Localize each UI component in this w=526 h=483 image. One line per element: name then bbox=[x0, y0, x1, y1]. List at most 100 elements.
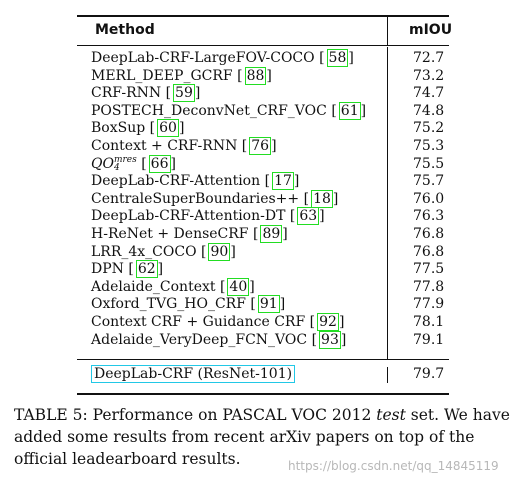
method-name: Context + CRF-RNN bbox=[91, 138, 238, 154]
citation-link[interactable]: 91 bbox=[257, 295, 280, 314]
method-cell: Oxford_TVG_HO_CRF [91] bbox=[91, 295, 286, 314]
table-row-final: DeepLab-CRF (ResNet-101) 79.7 bbox=[77, 365, 449, 384]
caption-italic: test bbox=[376, 406, 406, 424]
caption-part1: TABLE 5: Performance on PASCAL VOC 2012 bbox=[14, 406, 377, 424]
miou-value: 75.5 bbox=[413, 155, 445, 172]
watermark: https://blog.csdn.net/qq_14845119 bbox=[288, 459, 499, 473]
table-row: MERL_DEEP_GCRF [88] 73.2 bbox=[77, 66, 449, 86]
method-cell: Adelaide_VeryDeep_FCN_VOC [93] bbox=[91, 330, 347, 349]
table-row: Adelaide_Context [40] 77.8 bbox=[77, 277, 449, 297]
method-cell: QO mres 4 [66] bbox=[91, 154, 176, 173]
table-row: Context + CRF-RNN [76] 75.3 bbox=[77, 137, 449, 156]
method-cell: DPN [62] bbox=[91, 260, 164, 279]
citation-link[interactable]: 76 bbox=[249, 137, 272, 155]
table-row: CentraleSuperBoundaries++ [18] 76.0 bbox=[77, 189, 449, 209]
citation-link[interactable]: 88 bbox=[244, 66, 267, 85]
citation-link[interactable]: 93 bbox=[319, 330, 341, 349]
method-cell: BoxSup [60] bbox=[91, 119, 185, 138]
method-name: H-ReNet + DenseCRF bbox=[91, 226, 249, 242]
table-row: DeepLab-CRF-Attention [17] 75.7 bbox=[77, 172, 449, 191]
citation-link[interactable]: 63 bbox=[297, 207, 320, 226]
miou-value: 76.0 bbox=[413, 190, 445, 207]
citation-link[interactable]: 18 bbox=[311, 189, 333, 208]
table-top-rule bbox=[77, 15, 449, 17]
miou-value: 77.9 bbox=[413, 296, 445, 313]
miou-value: 75.3 bbox=[413, 138, 445, 154]
header-method: Method bbox=[95, 22, 155, 38]
method-cell: DeepLab-CRF-Attention [17] bbox=[91, 172, 300, 191]
miou-value: 76.8 bbox=[413, 243, 445, 260]
citation-link[interactable]: 17 bbox=[272, 172, 294, 191]
table-caption: TABLE 5: Performance on PASCAL VOC 2012 … bbox=[14, 404, 514, 470]
miou-value: 79.1 bbox=[413, 331, 445, 348]
method-cell: MERL_DEEP_GCRF [88] bbox=[91, 66, 272, 85]
table-row: BoxSup [60] 75.2 bbox=[77, 119, 449, 138]
table-row: DPN [62] 77.5 bbox=[77, 260, 449, 279]
method-name: Oxford_TVG_HO_CRF bbox=[91, 296, 246, 313]
final-method: DeepLab-CRF (ResNet-101) bbox=[91, 365, 296, 383]
citation-link[interactable]: 60 bbox=[157, 119, 179, 138]
method-cell: CentraleSuperBoundaries++ [18] bbox=[91, 189, 339, 208]
header-miou: mIOU bbox=[409, 22, 453, 38]
method-cell: Context + CRF-RNN [76] bbox=[91, 137, 277, 155]
miou-value: 73.2 bbox=[413, 67, 445, 84]
miou-value: 77.5 bbox=[413, 261, 445, 278]
column-separator bbox=[387, 47, 388, 359]
miou-value: 72.7 bbox=[413, 50, 445, 66]
miou-value: 74.8 bbox=[413, 102, 445, 119]
method-name: DeepLab-CRF-Attention-DT bbox=[91, 208, 286, 225]
method-name: MERL_DEEP_GCRF bbox=[91, 67, 233, 84]
table-row: CRF-RNN [59] 74.7 bbox=[77, 84, 449, 103]
final-miou: 79.7 bbox=[413, 366, 445, 382]
method-name: CentraleSuperBoundaries++ bbox=[91, 190, 300, 207]
method-cell: Adelaide_Context [40] bbox=[91, 277, 255, 296]
method-name: CRF-RNN bbox=[91, 85, 162, 102]
table-row: DeepLab-CRF-Attention-DT [63] 76.3 bbox=[77, 207, 449, 226]
method-cell: CRF-RNN [59] bbox=[91, 84, 201, 103]
method-name: QO bbox=[91, 155, 114, 172]
citation-link[interactable]: 62 bbox=[135, 260, 158, 279]
column-separator bbox=[387, 367, 388, 383]
table-row: Context CRF + Guidance CRF [92] 78.1 bbox=[77, 313, 449, 332]
method-cell: POSTECH_DeconvNet_CRF_VOC [61] bbox=[91, 101, 367, 120]
mid-rule bbox=[77, 359, 449, 360]
method-name: DeepLab-CRF-Attention bbox=[91, 173, 261, 190]
table-row: LRR_4x_COCO [90] 76.8 bbox=[77, 242, 449, 262]
table-row: POSTECH_DeconvNet_CRF_VOC [61] 74.8 bbox=[77, 101, 449, 121]
miou-value: 78.1 bbox=[413, 314, 445, 330]
miou-value: 75.7 bbox=[413, 173, 445, 190]
method-name: POSTECH_DeconvNet_CRF_VOC bbox=[91, 102, 327, 119]
method-subscript: 4 bbox=[113, 162, 120, 173]
citation-link[interactable]: 58 bbox=[326, 49, 349, 67]
citation-link[interactable]: 92 bbox=[317, 313, 339, 331]
header-rule bbox=[77, 45, 449, 46]
table-row: H-ReNet + DenseCRF [89] 76.8 bbox=[77, 225, 449, 244]
citation-link[interactable]: 66 bbox=[148, 154, 171, 173]
method-cell: Context CRF + Guidance CRF [92] bbox=[91, 313, 345, 331]
citation-link[interactable]: 61 bbox=[338, 101, 361, 120]
miou-value: 74.7 bbox=[413, 85, 445, 102]
table-row: DeepLab-CRF-LargeFOV-COCO [58] 72.7 bbox=[77, 49, 449, 68]
table-row: Oxford_TVG_HO_CRF [91] 77.9 bbox=[77, 295, 449, 314]
miou-value: 76.8 bbox=[413, 226, 445, 242]
caption-part2: set. We have added some results from rec… bbox=[14, 406, 510, 468]
method-name: BoxSup bbox=[91, 120, 146, 137]
method-name: DPN bbox=[91, 261, 124, 278]
method-name: DeepLab-CRF-LargeFOV-COCO bbox=[91, 50, 315, 66]
table-row: QO mres 4 [66] 75.5 bbox=[77, 154, 449, 174]
citation-link[interactable]: 59 bbox=[173, 84, 195, 103]
highlight-box: DeepLab-CRF (ResNet-101) bbox=[91, 365, 296, 383]
miou-value: 76.3 bbox=[413, 208, 445, 225]
miou-value: 75.2 bbox=[413, 120, 445, 137]
method-cell: LRR_4x_COCO [90] bbox=[91, 242, 236, 261]
method-name: Adelaide_Context bbox=[91, 278, 216, 295]
citation-link[interactable]: 40 bbox=[227, 277, 250, 296]
column-separator bbox=[387, 17, 388, 45]
citation-link[interactable]: 90 bbox=[208, 242, 231, 261]
method-name: Context CRF + Guidance CRF bbox=[91, 314, 306, 330]
table-bottom-rule bbox=[77, 393, 449, 395]
method-superscript: mres bbox=[113, 154, 137, 165]
citation-link[interactable]: 89 bbox=[260, 225, 283, 243]
method-name: Adelaide_VeryDeep_FCN_VOC bbox=[91, 331, 308, 348]
method-cell: DeepLab-CRF-Attention-DT [63] bbox=[91, 207, 325, 226]
